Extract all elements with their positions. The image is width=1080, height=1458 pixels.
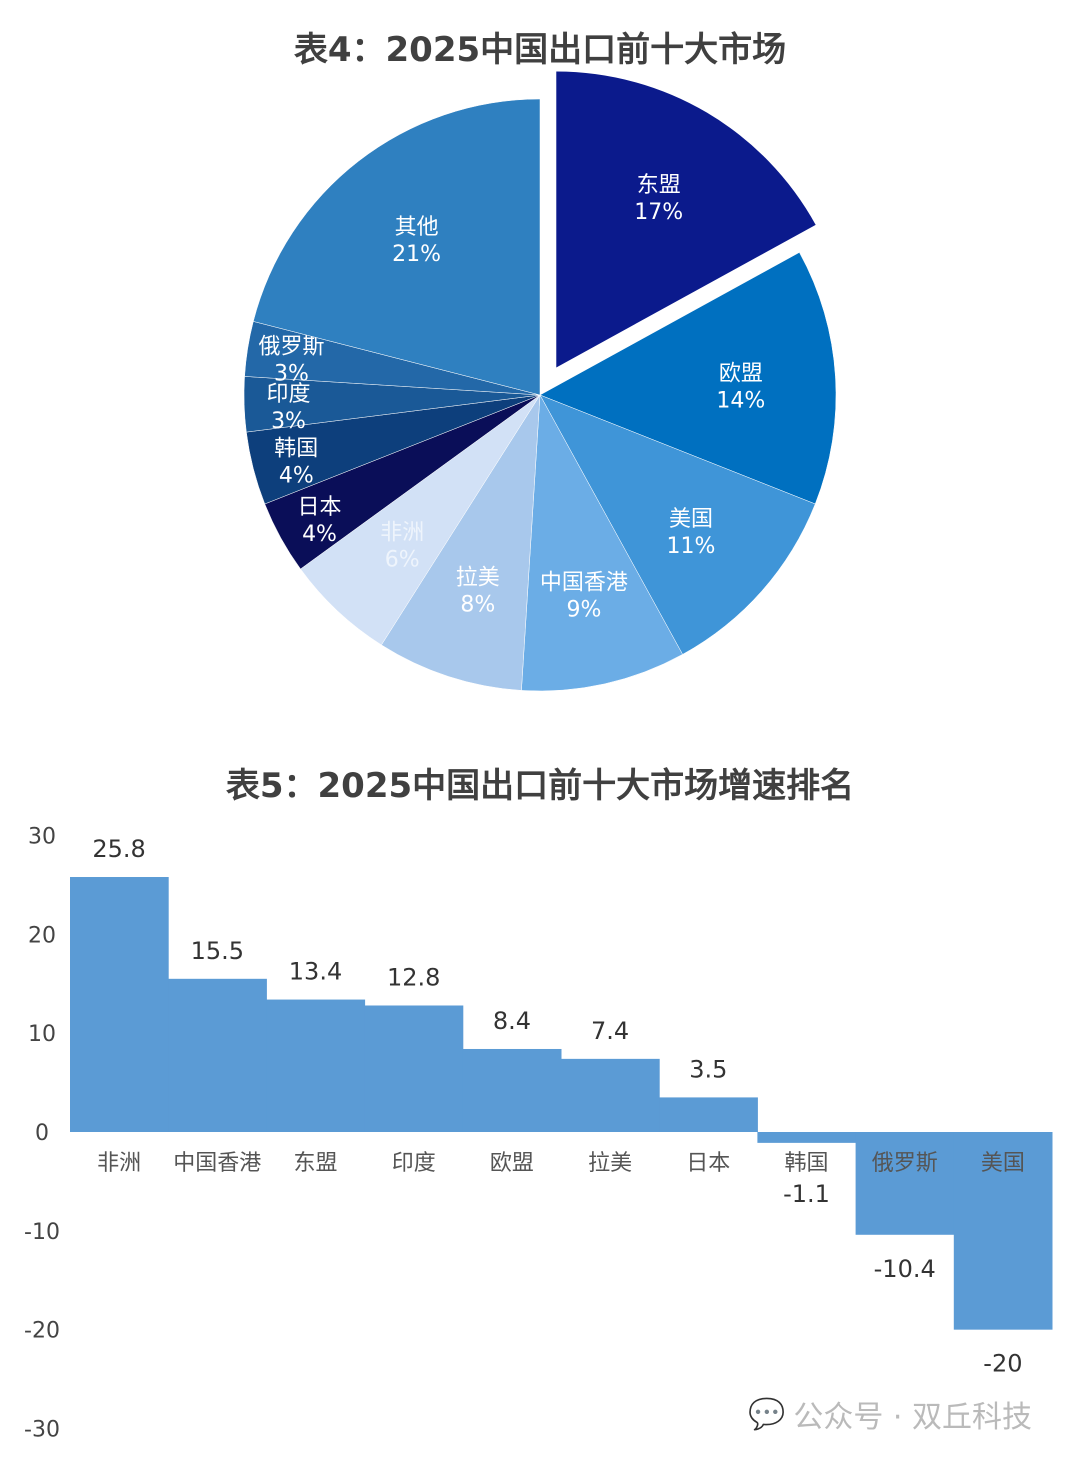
x-category-label: 东盟 — [293, 1151, 337, 1176]
pie-percent: 4% — [279, 464, 314, 489]
bar-中国香港 — [168, 978, 267, 1132]
pie-percent: 17% — [634, 200, 683, 225]
pie-percent: 6% — [385, 548, 420, 573]
pie-label: 东盟 — [637, 173, 681, 198]
pie-percent: 3% — [274, 362, 309, 387]
x-category-label: 印度 — [392, 1151, 436, 1176]
x-category-label: 日本 — [686, 1151, 730, 1176]
x-category-label: 美国 — [981, 1151, 1025, 1176]
pie-label: 日本 — [298, 495, 342, 520]
watermark: 💬 公众号 · 双丘科技 — [748, 1392, 1032, 1436]
pie-percent: 8% — [460, 592, 495, 617]
pie-slice-拉美 — [381, 394, 541, 691]
pie-percent: 9% — [566, 597, 601, 622]
x-category-label: 非洲 — [97, 1151, 141, 1176]
pie-percent: 21% — [392, 242, 441, 267]
pie-label: 俄罗斯 — [258, 335, 324, 360]
x-category-label: 拉美 — [588, 1151, 632, 1176]
bar-美国 — [953, 1132, 1053, 1330]
bar-拉美 — [561, 1058, 660, 1132]
y-tick-label: -20 — [24, 1319, 60, 1344]
y-tick-label: -30 — [24, 1418, 60, 1443]
pie-label: 中国香港 — [540, 570, 628, 595]
pie-percent: 4% — [302, 522, 337, 547]
bar-data-label: -1.1 — [783, 1180, 830, 1208]
bar-日本 — [659, 1097, 758, 1132]
pie-slice-东盟 — [556, 71, 816, 368]
pie-percent: 3% — [271, 409, 306, 434]
pie-slice-欧盟 — [539, 252, 837, 505]
pie-label: 韩国 — [274, 437, 318, 462]
y-tick-label: 0 — [35, 1121, 49, 1146]
pie-label: 非洲 — [380, 521, 424, 546]
x-category-label: 欧盟 — [490, 1151, 534, 1176]
y-tick-label: 10 — [28, 1022, 56, 1047]
bar-data-label: -10.4 — [874, 1255, 936, 1283]
pie-label: 拉美 — [456, 565, 500, 590]
pie-label: 欧盟 — [719, 361, 763, 386]
bar-data-label: 15.5 — [191, 937, 244, 965]
x-category-label: 中国香港 — [173, 1151, 261, 1176]
bar-韩国 — [757, 1132, 857, 1143]
bar-东盟 — [266, 999, 366, 1132]
bar-chart-title: 表5：2025中国出口前十大市场增速排名 — [225, 766, 855, 806]
bar-印度 — [364, 1005, 464, 1132]
y-tick-label: 20 — [28, 923, 56, 948]
bar-data-label: -20 — [983, 1350, 1022, 1378]
pie-label: 美国 — [669, 507, 713, 532]
x-category-label: 韩国 — [784, 1151, 828, 1176]
bar-data-label: 12.8 — [387, 963, 440, 991]
bar-非洲 — [70, 877, 169, 1132]
bar-俄罗斯 — [855, 1132, 955, 1235]
pie-chart-title: 表4：2025中国出口前十大市场 — [293, 30, 787, 70]
pie-percent: 14% — [716, 388, 765, 413]
bar-data-label: 7.4 — [591, 1017, 629, 1045]
bar-data-label: 8.4 — [493, 1007, 531, 1035]
pie-slice-其他 — [252, 98, 541, 396]
bar-data-label: 3.5 — [689, 1055, 727, 1083]
bar-欧盟 — [462, 1048, 562, 1132]
y-tick-label: -10 — [24, 1220, 60, 1245]
pie-label: 其他 — [395, 215, 439, 240]
bar-data-label: 25.8 — [92, 835, 145, 863]
pie-percent: 11% — [667, 534, 716, 559]
bar-data-label: 13.4 — [289, 958, 342, 986]
pie-label: 印度 — [267, 382, 311, 407]
pie-slice-中国香港 — [521, 394, 683, 692]
y-tick-label: 30 — [28, 825, 56, 850]
x-category-label: 俄罗斯 — [872, 1151, 938, 1176]
pie-slice-美国 — [539, 394, 816, 655]
watermark-text: 公众号 · 双丘科技 — [793, 1400, 1032, 1435]
wechat-icon: 💬 — [748, 1396, 786, 1432]
